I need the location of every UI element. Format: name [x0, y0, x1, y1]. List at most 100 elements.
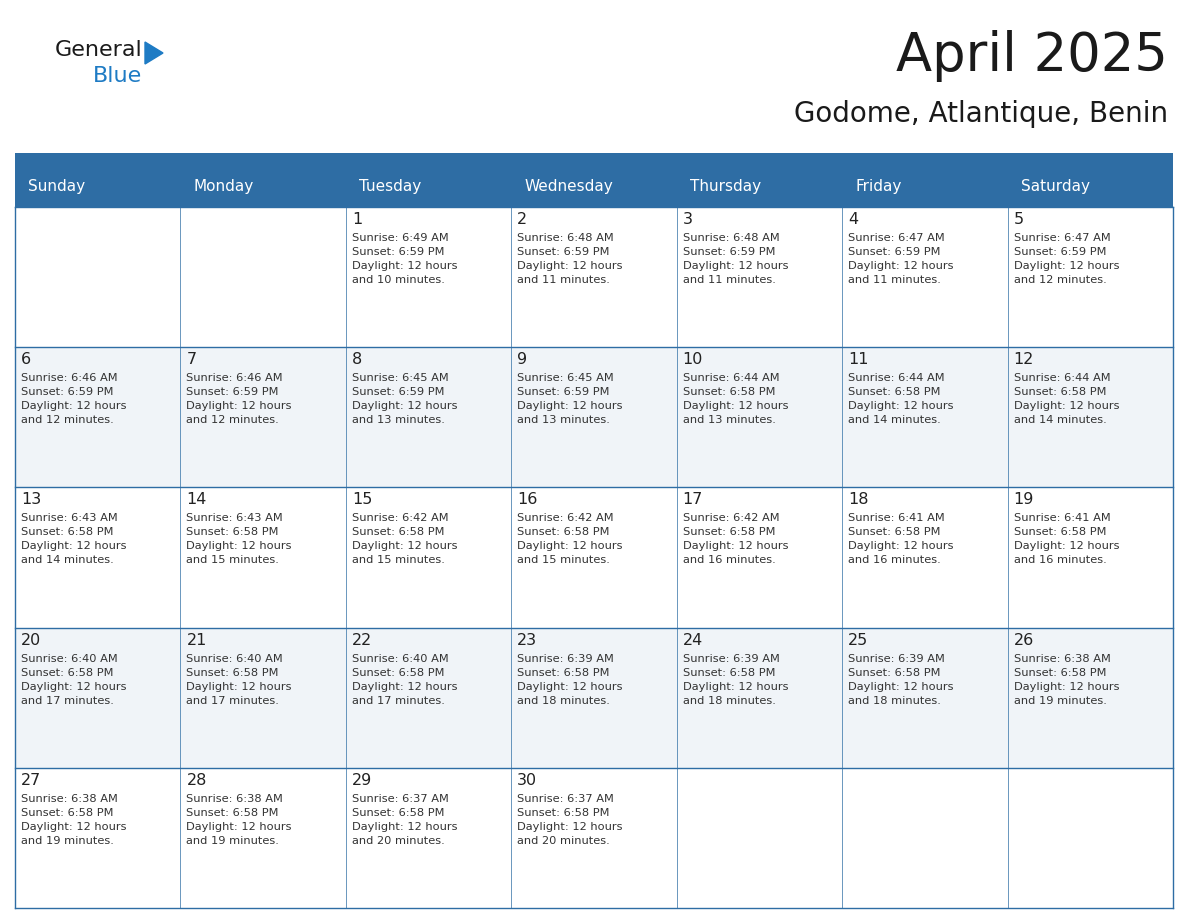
- Text: 17: 17: [683, 492, 703, 508]
- Text: Sunrise: 6:41 AM
Sunset: 6:58 PM
Daylight: 12 hours
and 16 minutes.: Sunrise: 6:41 AM Sunset: 6:58 PM Dayligh…: [848, 513, 954, 565]
- Text: General: General: [55, 40, 143, 60]
- Bar: [15, 347, 181, 487]
- Bar: [511, 207, 677, 347]
- Text: Sunrise: 6:38 AM
Sunset: 6:58 PM
Daylight: 12 hours
and 19 minutes.: Sunrise: 6:38 AM Sunset: 6:58 PM Dayligh…: [1013, 654, 1119, 706]
- Text: Saturday: Saturday: [1020, 178, 1089, 194]
- Bar: [181, 628, 346, 767]
- Text: Sunrise: 6:40 AM
Sunset: 6:58 PM
Daylight: 12 hours
and 17 minutes.: Sunrise: 6:40 AM Sunset: 6:58 PM Dayligh…: [187, 654, 292, 706]
- Text: Sunrise: 6:44 AM
Sunset: 6:58 PM
Daylight: 12 hours
and 14 minutes.: Sunrise: 6:44 AM Sunset: 6:58 PM Dayligh…: [1013, 374, 1119, 425]
- Text: 5: 5: [1013, 212, 1024, 227]
- Text: Sunrise: 6:45 AM
Sunset: 6:59 PM
Daylight: 12 hours
and 13 minutes.: Sunrise: 6:45 AM Sunset: 6:59 PM Dayligh…: [517, 374, 623, 425]
- Bar: [677, 767, 842, 908]
- Text: Sunrise: 6:46 AM
Sunset: 6:59 PM
Daylight: 12 hours
and 12 minutes.: Sunrise: 6:46 AM Sunset: 6:59 PM Dayligh…: [187, 374, 292, 425]
- Text: 6: 6: [21, 353, 31, 367]
- Text: Sunrise: 6:43 AM
Sunset: 6:58 PM
Daylight: 12 hours
and 14 minutes.: Sunrise: 6:43 AM Sunset: 6:58 PM Dayligh…: [21, 513, 126, 565]
- Text: 16: 16: [517, 492, 538, 508]
- Text: Sunrise: 6:48 AM
Sunset: 6:59 PM
Daylight: 12 hours
and 11 minutes.: Sunrise: 6:48 AM Sunset: 6:59 PM Dayligh…: [517, 233, 623, 285]
- Bar: [677, 487, 842, 628]
- Text: Blue: Blue: [93, 66, 143, 86]
- Bar: [511, 767, 677, 908]
- Bar: [346, 628, 511, 767]
- Text: Sunday: Sunday: [29, 178, 86, 194]
- Text: Sunrise: 6:44 AM
Sunset: 6:58 PM
Daylight: 12 hours
and 14 minutes.: Sunrise: 6:44 AM Sunset: 6:58 PM Dayligh…: [848, 374, 954, 425]
- Text: 21: 21: [187, 633, 207, 647]
- Bar: [15, 767, 181, 908]
- Bar: [15, 153, 1173, 165]
- Bar: [677, 207, 842, 347]
- Bar: [842, 347, 1007, 487]
- Bar: [1007, 767, 1173, 908]
- Text: Sunrise: 6:42 AM
Sunset: 6:58 PM
Daylight: 12 hours
and 15 minutes.: Sunrise: 6:42 AM Sunset: 6:58 PM Dayligh…: [352, 513, 457, 565]
- Text: 29: 29: [352, 773, 372, 788]
- Text: Sunrise: 6:38 AM
Sunset: 6:58 PM
Daylight: 12 hours
and 19 minutes.: Sunrise: 6:38 AM Sunset: 6:58 PM Dayligh…: [187, 794, 292, 845]
- Text: Sunrise: 6:40 AM
Sunset: 6:58 PM
Daylight: 12 hours
and 17 minutes.: Sunrise: 6:40 AM Sunset: 6:58 PM Dayligh…: [21, 654, 126, 706]
- Text: Sunrise: 6:43 AM
Sunset: 6:58 PM
Daylight: 12 hours
and 15 minutes.: Sunrise: 6:43 AM Sunset: 6:58 PM Dayligh…: [187, 513, 292, 565]
- Text: 3: 3: [683, 212, 693, 227]
- Text: 11: 11: [848, 353, 868, 367]
- Bar: [346, 165, 511, 207]
- Text: 9: 9: [517, 353, 527, 367]
- Bar: [1007, 165, 1173, 207]
- Bar: [181, 207, 346, 347]
- Text: 1: 1: [352, 212, 362, 227]
- Bar: [15, 628, 181, 767]
- Text: 14: 14: [187, 492, 207, 508]
- Text: 25: 25: [848, 633, 868, 647]
- Bar: [511, 487, 677, 628]
- Text: 7: 7: [187, 353, 196, 367]
- Text: 24: 24: [683, 633, 703, 647]
- Bar: [181, 487, 346, 628]
- Bar: [677, 628, 842, 767]
- Text: Sunrise: 6:47 AM
Sunset: 6:59 PM
Daylight: 12 hours
and 11 minutes.: Sunrise: 6:47 AM Sunset: 6:59 PM Dayligh…: [848, 233, 954, 285]
- Text: Wednesday: Wednesday: [525, 178, 613, 194]
- Bar: [15, 487, 181, 628]
- Text: Sunrise: 6:41 AM
Sunset: 6:58 PM
Daylight: 12 hours
and 16 minutes.: Sunrise: 6:41 AM Sunset: 6:58 PM Dayligh…: [1013, 513, 1119, 565]
- Text: 12: 12: [1013, 353, 1034, 367]
- Text: Sunrise: 6:42 AM
Sunset: 6:58 PM
Daylight: 12 hours
and 16 minutes.: Sunrise: 6:42 AM Sunset: 6:58 PM Dayligh…: [683, 513, 788, 565]
- Text: 10: 10: [683, 353, 703, 367]
- Bar: [842, 487, 1007, 628]
- Bar: [181, 767, 346, 908]
- Text: Sunrise: 6:48 AM
Sunset: 6:59 PM
Daylight: 12 hours
and 11 minutes.: Sunrise: 6:48 AM Sunset: 6:59 PM Dayligh…: [683, 233, 788, 285]
- Text: Sunrise: 6:42 AM
Sunset: 6:58 PM
Daylight: 12 hours
and 15 minutes.: Sunrise: 6:42 AM Sunset: 6:58 PM Dayligh…: [517, 513, 623, 565]
- Text: 22: 22: [352, 633, 372, 647]
- Bar: [677, 347, 842, 487]
- Bar: [181, 165, 346, 207]
- Bar: [1007, 487, 1173, 628]
- Bar: [15, 165, 181, 207]
- Text: 26: 26: [1013, 633, 1034, 647]
- Text: 20: 20: [21, 633, 42, 647]
- Bar: [842, 628, 1007, 767]
- Text: 18: 18: [848, 492, 868, 508]
- Bar: [346, 207, 511, 347]
- Text: Sunrise: 6:49 AM
Sunset: 6:59 PM
Daylight: 12 hours
and 10 minutes.: Sunrise: 6:49 AM Sunset: 6:59 PM Dayligh…: [352, 233, 457, 285]
- Bar: [1007, 347, 1173, 487]
- Text: Sunrise: 6:40 AM
Sunset: 6:58 PM
Daylight: 12 hours
and 17 minutes.: Sunrise: 6:40 AM Sunset: 6:58 PM Dayligh…: [352, 654, 457, 706]
- Bar: [511, 628, 677, 767]
- Text: Monday: Monday: [194, 178, 254, 194]
- Text: 19: 19: [1013, 492, 1034, 508]
- Text: Sunrise: 6:39 AM
Sunset: 6:58 PM
Daylight: 12 hours
and 18 minutes.: Sunrise: 6:39 AM Sunset: 6:58 PM Dayligh…: [848, 654, 954, 706]
- Text: Sunrise: 6:47 AM
Sunset: 6:59 PM
Daylight: 12 hours
and 12 minutes.: Sunrise: 6:47 AM Sunset: 6:59 PM Dayligh…: [1013, 233, 1119, 285]
- Bar: [1007, 207, 1173, 347]
- Text: 30: 30: [517, 773, 537, 788]
- Text: Thursday: Thursday: [690, 178, 762, 194]
- Text: Sunrise: 6:46 AM
Sunset: 6:59 PM
Daylight: 12 hours
and 12 minutes.: Sunrise: 6:46 AM Sunset: 6:59 PM Dayligh…: [21, 374, 126, 425]
- Text: Sunrise: 6:39 AM
Sunset: 6:58 PM
Daylight: 12 hours
and 18 minutes.: Sunrise: 6:39 AM Sunset: 6:58 PM Dayligh…: [683, 654, 788, 706]
- Bar: [346, 487, 511, 628]
- Text: Sunrise: 6:38 AM
Sunset: 6:58 PM
Daylight: 12 hours
and 19 minutes.: Sunrise: 6:38 AM Sunset: 6:58 PM Dayligh…: [21, 794, 126, 845]
- Text: Godome, Atlantique, Benin: Godome, Atlantique, Benin: [794, 100, 1168, 128]
- Text: 23: 23: [517, 633, 537, 647]
- Bar: [842, 165, 1007, 207]
- Polygon shape: [145, 42, 163, 64]
- Text: 2: 2: [517, 212, 527, 227]
- Text: Sunrise: 6:45 AM
Sunset: 6:59 PM
Daylight: 12 hours
and 13 minutes.: Sunrise: 6:45 AM Sunset: 6:59 PM Dayligh…: [352, 374, 457, 425]
- Bar: [511, 165, 677, 207]
- Text: Sunrise: 6:44 AM
Sunset: 6:58 PM
Daylight: 12 hours
and 13 minutes.: Sunrise: 6:44 AM Sunset: 6:58 PM Dayligh…: [683, 374, 788, 425]
- Bar: [15, 207, 181, 347]
- Bar: [677, 165, 842, 207]
- Bar: [346, 767, 511, 908]
- Text: April 2025: April 2025: [896, 30, 1168, 82]
- Text: Friday: Friday: [855, 178, 902, 194]
- Text: 8: 8: [352, 353, 362, 367]
